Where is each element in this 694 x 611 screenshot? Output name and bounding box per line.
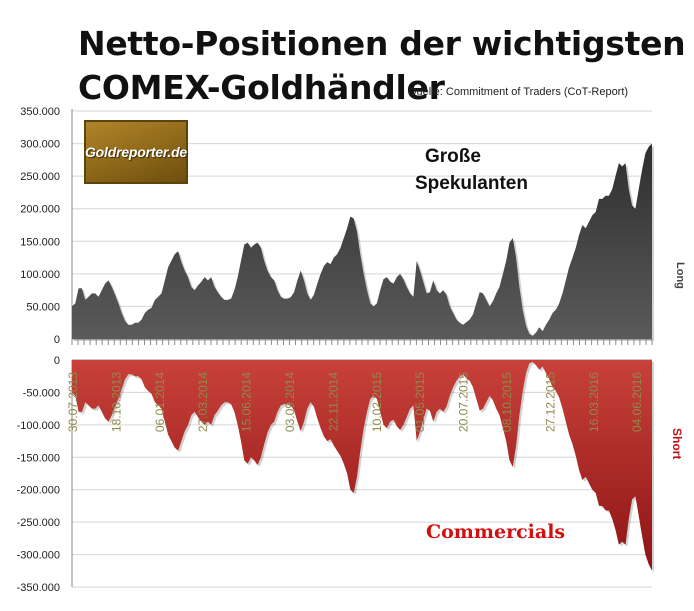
x-tick-label: 30.07.2013	[66, 372, 80, 432]
x-tick-label: 16.03.2016	[587, 372, 601, 432]
long-area	[72, 143, 652, 339]
y-tick-label-lower: -350.000	[17, 582, 60, 594]
x-tick-label: 10.02.2015	[370, 372, 384, 432]
y-tick-label-lower: -200.000	[17, 485, 60, 497]
x-tick-label: 27.12.2015	[543, 372, 557, 432]
y-tick-label-upper: 350.000	[20, 106, 60, 118]
short-area	[72, 360, 652, 571]
x-tick-label: 01.05.2015	[413, 372, 427, 432]
x-tick-label: 03.09.2014	[283, 372, 297, 432]
goldreporter-logo: Goldreporter.de	[84, 120, 188, 184]
x-tick-label: 27.03.2014	[196, 372, 210, 432]
y-tick-label-upper: 0	[54, 334, 60, 346]
title-line-2: COMEX-Goldhändler	[78, 68, 445, 107]
y-tick-label-upper: 50.000	[26, 301, 60, 313]
x-tick-label: 04.06.2016	[630, 372, 644, 432]
x-tick-label: 18.10.2013	[109, 372, 123, 432]
series-label-commercials: Commercials	[426, 521, 565, 543]
short-area-group	[72, 360, 654, 573]
logo-text: Goldreporter.de	[84, 144, 188, 160]
chart-title: Netto-Positionen der wichtigsten COMEX-G…	[78, 22, 686, 110]
y-tick-label-upper: 200.000	[20, 204, 60, 216]
series-label-speculators-line-1: Große	[425, 146, 481, 167]
side-label-short: Short	[670, 428, 684, 459]
source-note: Quelle: Commitment of Traders (CoT-Repor…	[408, 86, 629, 98]
y-tick-label-lower: -300.000	[17, 550, 60, 562]
y-tick-label-upper: 100.000	[20, 269, 60, 281]
y-tick-label-upper: 300.000	[20, 139, 60, 151]
y-tick-label-lower: -250.000	[17, 517, 60, 529]
series-label-speculators-line-2: Spekulanten	[415, 173, 528, 194]
side-label-long: Long	[674, 262, 686, 289]
long-area-group	[72, 143, 654, 341]
y-tick-label-lower: -150.000	[17, 452, 60, 464]
x-tick-labels: 30.07.2013 18.10.2013 06.01.2014 27.03.2014…	[66, 372, 644, 432]
x-tick-label: 20.07.2015	[457, 372, 471, 432]
x-tick-label: 06.01.2014	[153, 372, 167, 432]
x-tick-marks	[71, 339, 653, 345]
x-tick-label: 15.06.2014	[240, 372, 254, 432]
upper-y-tick-labels: 350.000 300.000 250.000 200.000 150.000 100.0…	[20, 106, 60, 346]
lower-y-tick-labels: 0 -50.000 -100.000 -150.000 -200.000 -250.000…	[17, 355, 60, 594]
x-tick-label: 08.10.2015	[500, 372, 514, 432]
x-tick-label: 22.11.2014	[326, 372, 340, 431]
y-tick-label-upper: 250.000	[20, 171, 60, 183]
y-tick-label-lower: -50.000	[23, 387, 60, 399]
title-line-1: Netto-Positionen der wichtigsten	[78, 24, 686, 63]
y-tick-label-lower: 0	[54, 355, 60, 367]
y-tick-label-lower: -100.000	[17, 420, 60, 432]
y-tick-label-upper: 150.000	[20, 236, 60, 248]
